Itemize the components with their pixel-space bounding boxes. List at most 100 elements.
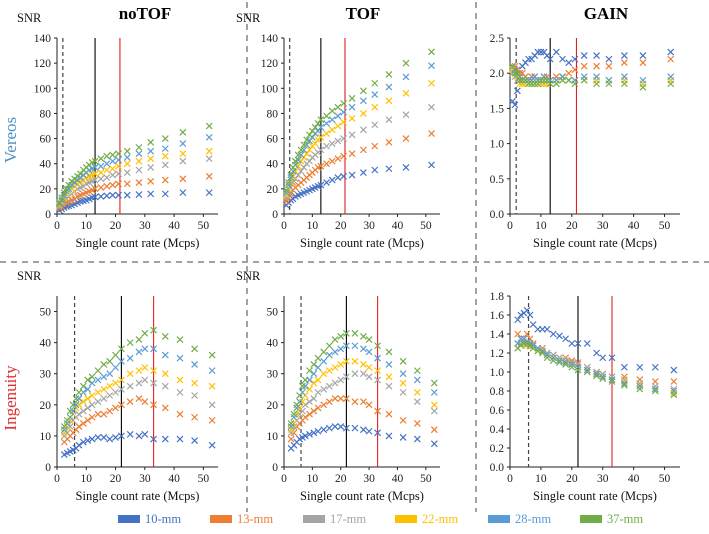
marker-37-mm <box>574 366 582 374</box>
marker-10-mm <box>135 191 143 198</box>
marker-28-mm <box>106 370 114 378</box>
marker-28-mm <box>636 382 644 390</box>
col-title-tof: TOF <box>346 4 381 23</box>
marker-10-mm <box>552 48 560 56</box>
marker-37-mm <box>117 345 125 353</box>
marker-37-mm <box>314 120 322 127</box>
marker-17-mm <box>117 385 125 393</box>
marker-28-mm <box>667 73 675 81</box>
marker-37-mm <box>651 387 659 395</box>
y-tick-label: 40 <box>40 338 52 350</box>
y-axis-label: SNR <box>236 269 261 283</box>
marker-13-mm <box>371 142 379 150</box>
col-title-gain: GAIN <box>584 4 629 23</box>
marker-22-mm <box>359 110 367 117</box>
marker-10-mm <box>359 426 367 434</box>
marker-28-mm <box>123 154 131 161</box>
x-tick-label: 0 <box>54 220 60 232</box>
x-tick-label: 40 <box>628 473 640 485</box>
marker-17-mm <box>161 382 169 390</box>
marker-37-mm <box>94 367 102 375</box>
marker-13-mm <box>310 407 318 415</box>
marker-13-mm <box>176 410 184 418</box>
x-tick-label: 50 <box>420 473 432 485</box>
legend-swatch-28-mm <box>488 515 510 523</box>
marker-28-mm <box>88 379 96 387</box>
marker-13-mm <box>348 150 356 158</box>
marker-28-mm <box>328 116 336 124</box>
x-tick-label: 40 <box>628 220 640 232</box>
marker-17-mm <box>147 164 155 171</box>
marker-28-mm <box>608 376 616 384</box>
marker-10-mm <box>75 441 83 449</box>
marker-10-mm <box>385 165 393 173</box>
y-tick-label: 0.2 <box>490 443 505 455</box>
marker-10-mm <box>208 441 216 449</box>
marker-37-mm <box>60 423 68 431</box>
y-tick-label: 30 <box>40 369 52 381</box>
marker-37-mm <box>62 185 70 193</box>
marker-17-mm <box>314 388 322 396</box>
marker-10-mm <box>583 340 591 347</box>
panel-vereos-tof: 0 20 40 60 80 100 120 140 0 10 20 30 40 50 Single coun… <box>236 11 440 250</box>
marker-13-mm <box>593 62 600 70</box>
marker-22-mm <box>179 150 187 158</box>
marker-22-mm <box>100 385 108 393</box>
panel-ingenuity-tof: 0 10 20 30 40 50 0 10 20 30 40 50 Single count rate … <box>236 269 440 503</box>
marker-17-mm <box>374 376 382 384</box>
marker-13-mm <box>320 401 328 409</box>
marker-22-mm <box>126 370 134 378</box>
marker-13-mm <box>342 395 350 403</box>
marker-17-mm <box>150 379 158 387</box>
marker-10-mm <box>135 432 143 440</box>
marker-10-mm <box>325 424 333 432</box>
marker-37-mm <box>371 79 379 87</box>
marker-28-mm <box>84 385 92 393</box>
marker-10-mm <box>546 55 554 63</box>
marker-37-mm <box>109 151 117 159</box>
marker-37-mm <box>620 381 628 389</box>
y-tick-label: 0.5 <box>490 174 505 186</box>
marker-10-mm <box>320 426 328 434</box>
marker-28-mm <box>340 108 347 116</box>
y-tick-label: 80 <box>267 108 279 120</box>
marker-37-mm <box>311 123 319 131</box>
marker-17-mm <box>91 176 99 184</box>
marker-10-mm <box>562 335 570 343</box>
marker-13-mm <box>399 416 407 424</box>
marker-22-mm <box>317 133 325 141</box>
marker-17-mm <box>294 171 302 179</box>
marker-17-mm <box>385 116 393 124</box>
marker-13-mm <box>667 55 675 63</box>
marker-28-mm <box>60 426 68 434</box>
marker-28-mm <box>103 160 111 168</box>
marker-28-mm <box>179 140 187 148</box>
marker-13-mm <box>91 185 99 193</box>
marker-17-mm <box>351 370 359 378</box>
marker-13-mm <box>365 401 373 409</box>
marker-37-mm <box>161 135 169 142</box>
marker-22-mm <box>323 130 330 137</box>
marker-28-mm <box>399 370 407 378</box>
marker-10-mm <box>337 423 345 431</box>
marker-13-mm <box>135 395 143 403</box>
marker-13-mm <box>112 404 119 412</box>
x-tick-label: 50 <box>420 220 432 232</box>
marker-28-mm <box>556 357 563 365</box>
marker-10-mm <box>430 440 438 448</box>
marker-22-mm <box>325 367 333 375</box>
marker-37-mm <box>520 340 528 347</box>
marker-28-mm <box>161 145 169 153</box>
marker-22-mm <box>385 97 393 105</box>
y-axis-label: SNR <box>17 11 42 25</box>
row-title-vereos: Vereos <box>1 117 20 163</box>
marker-17-mm <box>549 351 557 359</box>
marker-13-mm <box>323 160 330 168</box>
marker-28-mm <box>191 360 199 368</box>
marker-37-mm <box>282 186 290 194</box>
legend-label-13-mm: 13-mm <box>237 512 273 526</box>
marker-28-mm <box>529 341 537 349</box>
marker-37-mm <box>529 344 537 352</box>
marker-10-mm <box>161 435 169 443</box>
